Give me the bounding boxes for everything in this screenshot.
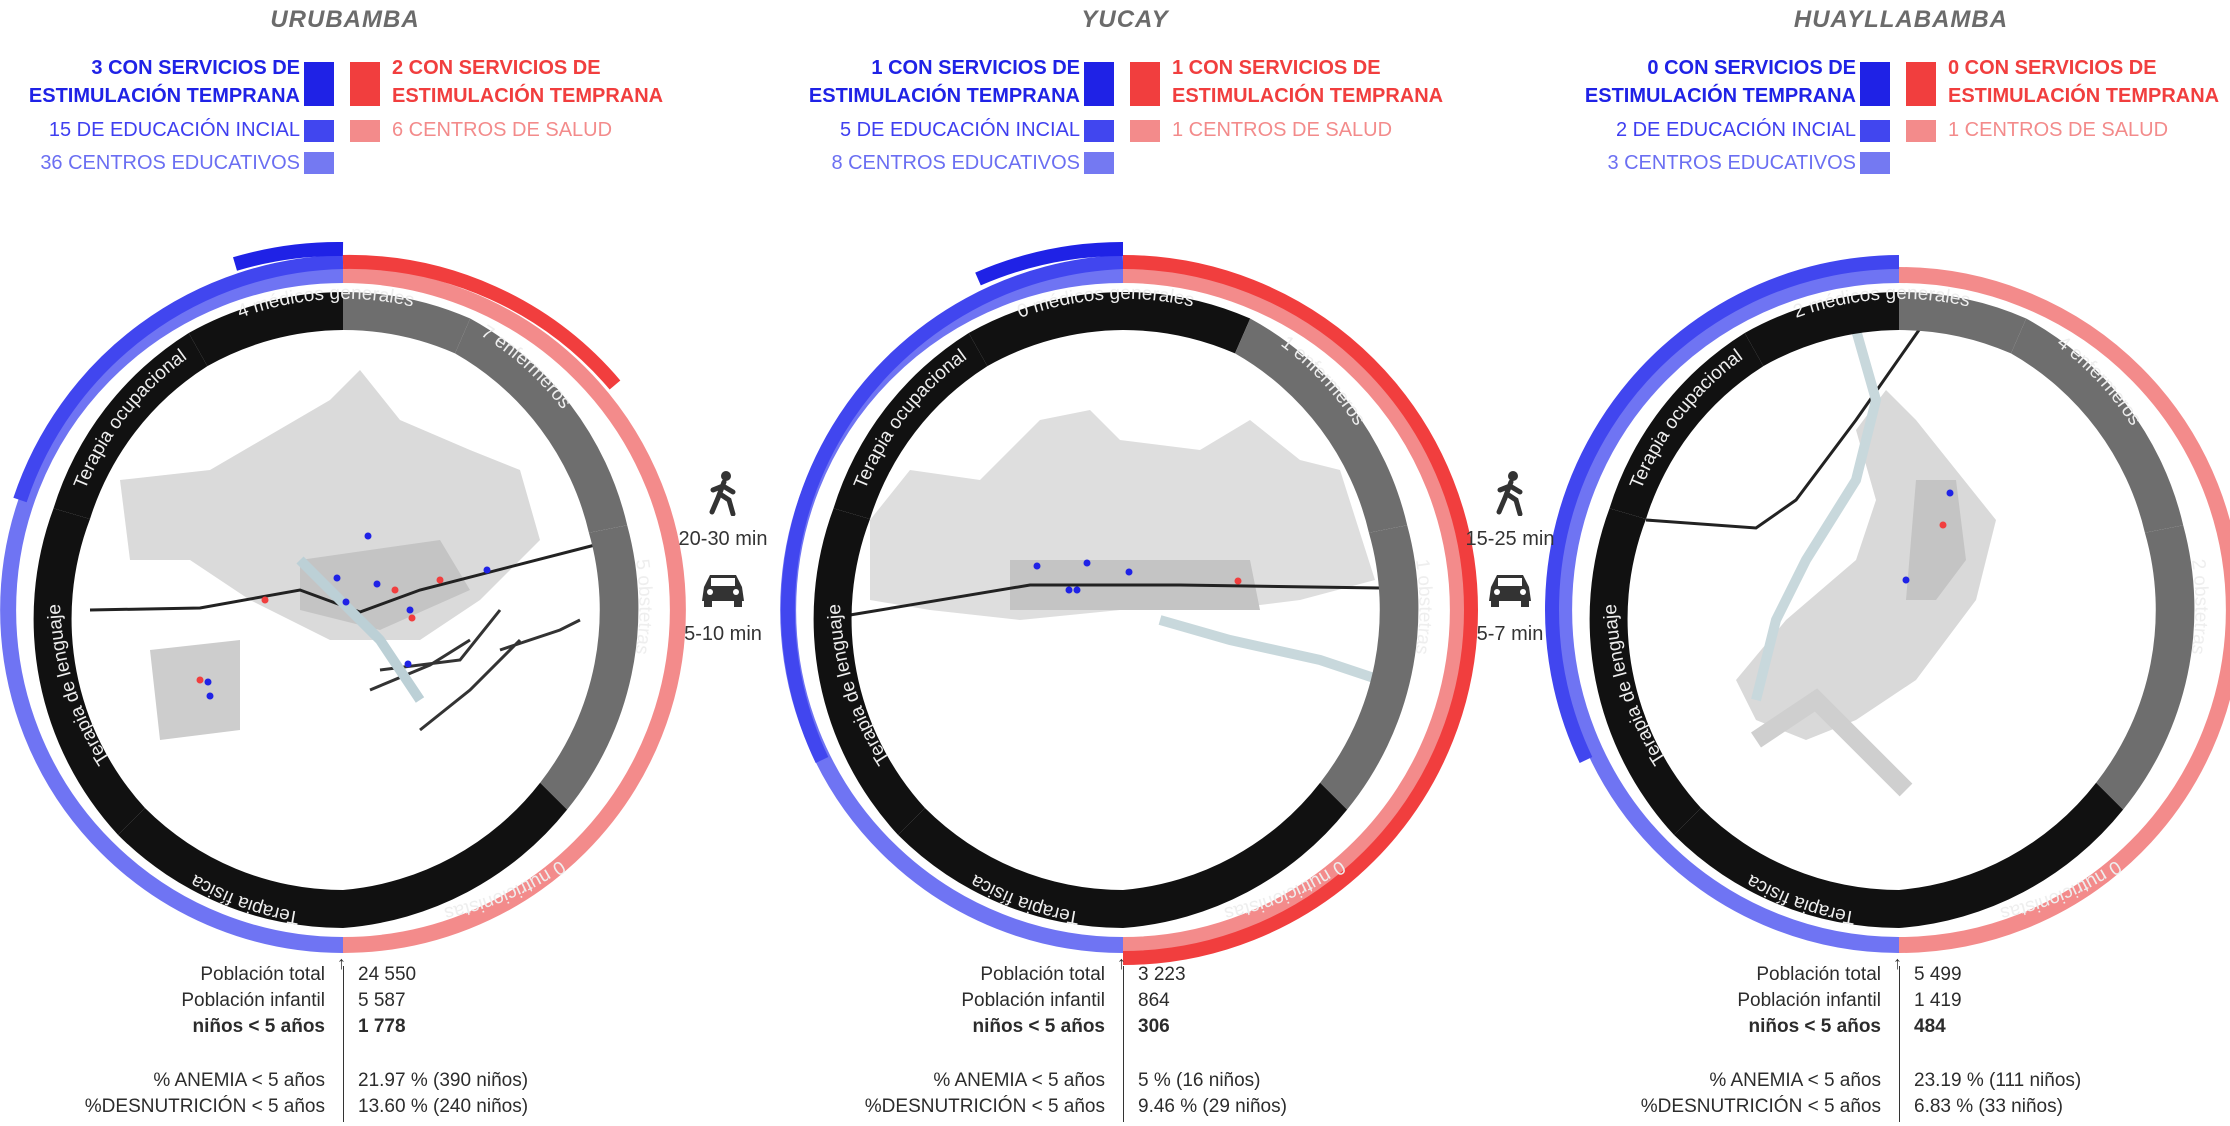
stat-infant-value: 864 — [1138, 990, 1170, 1012]
stat-malnut-label: %DESNUTRICIÓN < 5 años — [865, 1096, 1105, 1118]
stat-anemia-label: % ANEMIA < 5 años — [153, 1070, 325, 1092]
car-icon — [698, 569, 748, 609]
panel-huayllabamba: HUAYLLABAMBA 0 CON SERVICIOS DE ESTIMULA… — [1556, 0, 2230, 1126]
population-stats: Población total 3 223 Población infantil… — [780, 960, 1500, 1126]
stat-malnut-label: %DESNUTRICIÓN < 5 años — [85, 1096, 325, 1118]
walking-person-icon — [703, 470, 743, 516]
walk-time: 20-30 min — [663, 528, 783, 551]
stat-malnut-label: %DESNUTRICIÓN < 5 años — [1641, 1096, 1881, 1118]
stat-total-label: Población total — [980, 964, 1105, 986]
stat-under5-label: niños < 5 años — [192, 1016, 325, 1038]
car-icon — [1485, 569, 1535, 609]
stat-anemia-label: % ANEMIA < 5 años — [1709, 1070, 1881, 1092]
stat-under5-label: niños < 5 años — [972, 1016, 1105, 1038]
car-time: 5-10 min — [663, 623, 783, 646]
walk-time: 15-25 min — [1450, 528, 1570, 551]
stat-total-value: 3 223 — [1138, 964, 1186, 986]
stat-anemia-label: % ANEMIA < 5 años — [933, 1070, 1105, 1092]
stat-under5-value: 484 — [1914, 1016, 1946, 1038]
stat-infant-label: Población infantil — [1737, 990, 1881, 1012]
service-ring-diagram: 0 médicos generales 1 enfermeros 1 obste… — [780, 0, 1500, 1126]
panel-urubamba: URUBAMBA 3 CON SERVICIOS DE ESTIMULACIÓN… — [0, 0, 720, 1126]
stat-anemia-value: 23.19 % (111 niños) — [1914, 1070, 2081, 1092]
stat-under5-label: niños < 5 años — [1748, 1016, 1881, 1038]
stats-axis — [1123, 966, 1124, 1122]
stats-axis — [1899, 966, 1900, 1122]
stat-total-value: 5 499 — [1914, 964, 1962, 986]
population-stats: Población total 24 550 Población infanti… — [0, 960, 720, 1126]
stats-axis-arrow-icon: ↑ — [1893, 956, 1902, 970]
stat-infant-value: 5 587 — [358, 990, 406, 1012]
population-stats: Población total 5 499 Población infantil… — [1556, 960, 2230, 1126]
travel-urubamba-yucay: 20-30 min 5-10 min — [663, 470, 783, 646]
stats-axis-arrow-icon: ↑ — [1117, 956, 1126, 970]
walking-person-icon — [1490, 470, 1530, 516]
stat-infant-label: Población infantil — [181, 990, 325, 1012]
stat-total-label: Población total — [200, 964, 325, 986]
stat-under5-value: 306 — [1138, 1016, 1170, 1038]
stat-infant-label: Población infantil — [961, 990, 1105, 1012]
travel-yucay-huayllabamba: 15-25 min 5-7 min — [1450, 470, 1570, 646]
service-ring-diagram: 4 médicos generales 7 enfermeros 5 obste… — [0, 0, 720, 1126]
stat-malnut-value: 9.46 % (29 niños) — [1138, 1096, 1287, 1118]
stat-total-value: 24 550 — [358, 964, 416, 986]
stat-malnut-value: 13.60 % (240 niños) — [358, 1096, 528, 1118]
stat-anemia-value: 5 % (16 niños) — [1138, 1070, 1261, 1092]
panel-yucay: YUCAY 1 CON SERVICIOS DE ESTIMULACIÓN TE… — [780, 0, 1500, 1126]
stat-under5-value: 1 778 — [358, 1016, 406, 1038]
stats-axis-arrow-icon: ↑ — [337, 956, 346, 970]
stat-malnut-value: 6.83 % (33 niños) — [1914, 1096, 2063, 1118]
stats-axis — [343, 966, 344, 1122]
stat-infant-value: 1 419 — [1914, 990, 1962, 1012]
car-time: 5-7 min — [1450, 623, 1570, 646]
stat-total-label: Población total — [1756, 964, 1881, 986]
stat-anemia-value: 21.97 % (390 niños) — [358, 1070, 528, 1092]
